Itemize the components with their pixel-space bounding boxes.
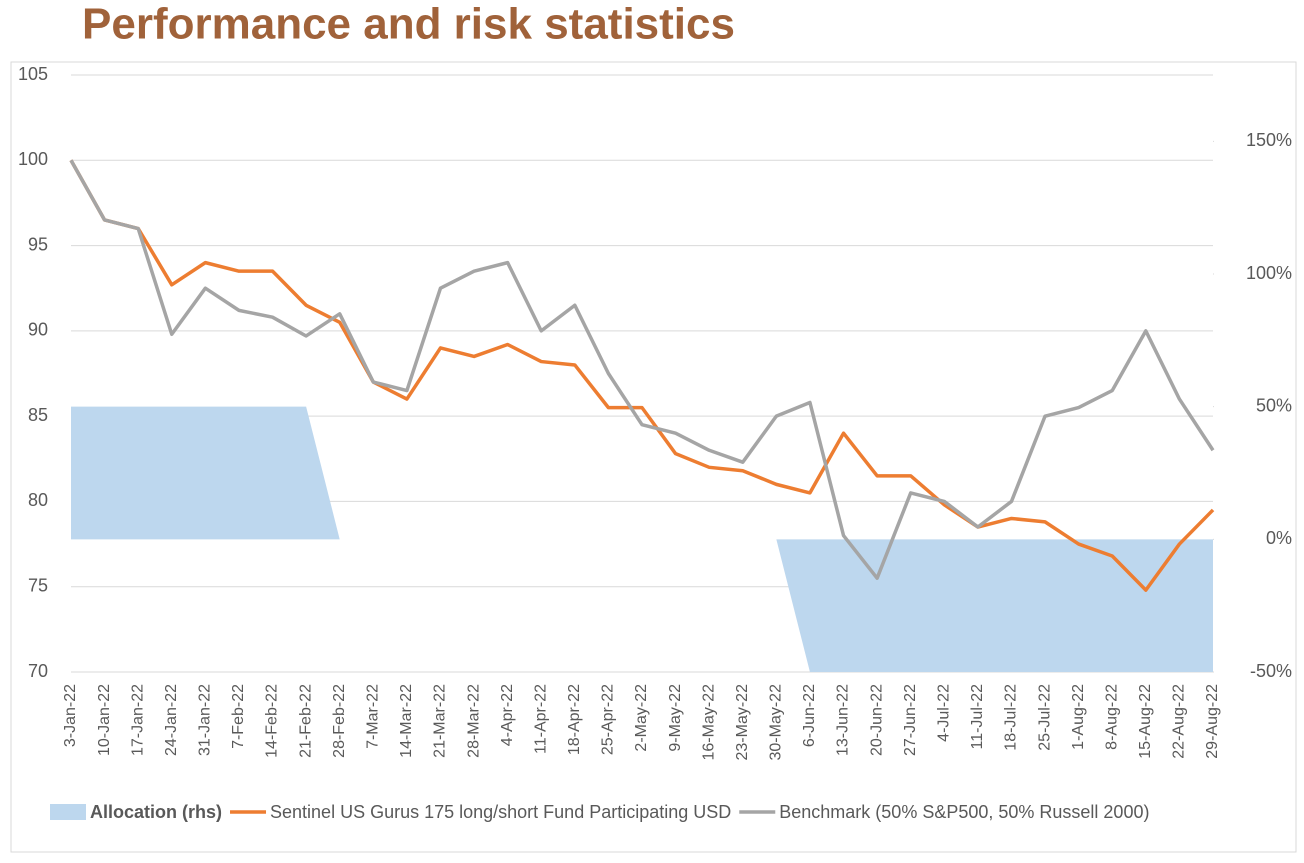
allocation-area [71, 406, 1213, 672]
y-tick-label: 90 [28, 320, 48, 340]
x-tick-label: 4-Jul-22 [936, 684, 953, 742]
x-tick-label: 1-Aug-22 [1070, 684, 1087, 750]
x-tick-label: 18-Jul-22 [1003, 684, 1020, 751]
x-tick-label: 16-May-22 [700, 684, 717, 761]
x-tick-label: 3-Jan-22 [62, 684, 79, 747]
y2-tick-label: 150% [1246, 130, 1292, 150]
x-tick-label: 30-May-22 [768, 684, 785, 761]
x-tick-label: 22-Aug-22 [1171, 684, 1188, 759]
x-tick-label: 20-Jun-22 [868, 684, 885, 756]
x-tick-label: 28-Mar-22 [465, 684, 482, 758]
x-tick-label: 7-Feb-22 [230, 684, 247, 749]
x-tick-label: 2-May-22 [633, 684, 650, 752]
x-tick-label: 29-Aug-22 [1204, 684, 1221, 759]
series-line [69, 159, 1215, 580]
legend-label: Benchmark (50% S&P500, 50% Russell 2000) [779, 802, 1149, 822]
y2-tick-label: 50% [1256, 395, 1292, 415]
x-tick-label: 13-Jun-22 [835, 684, 852, 756]
x-tick-label: 27-Jun-22 [902, 684, 919, 756]
y-tick-label: 85 [28, 405, 48, 425]
y-tick-label: 105 [18, 64, 48, 84]
x-tick-label: 11-Jul-22 [969, 684, 986, 750]
series-line [69, 159, 1215, 592]
x-tick-label: 28-Feb-22 [331, 684, 348, 758]
x-tick-label: 9-May-22 [667, 684, 684, 752]
x-tick-label: 25-Apr-22 [600, 684, 617, 755]
legend-item: Benchmark (50% S&P500, 50% Russell 2000) [739, 802, 1149, 822]
y2-tick-label: 0% [1266, 528, 1292, 548]
x-tick-label: 6-Jun-22 [801, 684, 818, 747]
chart-border [10, 61, 1297, 853]
y-tick-label: 95 [28, 234, 48, 254]
legend-item: Sentinel US Gurus 175 long/short Fund Pa… [230, 802, 731, 822]
y-tick-label: 75 [28, 575, 48, 595]
x-tick-label: 23-May-22 [734, 684, 751, 761]
x-tick-label: 25-Jul-22 [1036, 684, 1053, 751]
x-tick-label: 4-Apr-22 [499, 684, 516, 746]
x-tick-label: 17-Jan-22 [129, 684, 146, 756]
x-tick-label: 24-Jan-22 [163, 684, 180, 756]
y2-tick-label: 100% [1246, 263, 1292, 283]
x-tick-label: 21-Feb-22 [297, 684, 314, 758]
x-tick-label: 14-Feb-22 [264, 684, 281, 758]
y-tick-label: 80 [28, 490, 48, 510]
y-tick-label: 100 [18, 149, 48, 169]
x-tick-label: 15-Aug-22 [1137, 684, 1154, 759]
y2-tick-label: -50% [1250, 661, 1292, 681]
legend-swatch [50, 804, 86, 820]
y-tick-label: 70 [28, 661, 48, 681]
x-tick-label: 18-Apr-22 [566, 684, 583, 755]
x-tick-label: 31-Jan-22 [197, 684, 214, 756]
legend-item: Allocation (rhs) [50, 802, 222, 822]
x-tick-label: 21-Mar-22 [432, 684, 449, 758]
x-tick-label: 10-Jan-22 [96, 684, 113, 756]
legend-label: Sentinel US Gurus 175 long/short Fund Pa… [270, 802, 731, 822]
x-tick-label: 11-Apr-22 [532, 684, 549, 754]
x-tick-label: 7-Mar-22 [365, 684, 382, 749]
chart-title: Performance and risk statistics [82, 0, 735, 49]
x-tick-label: 8-Aug-22 [1103, 684, 1120, 750]
x-tick-label: 14-Mar-22 [398, 684, 415, 758]
legend-label: Allocation (rhs) [90, 802, 222, 822]
